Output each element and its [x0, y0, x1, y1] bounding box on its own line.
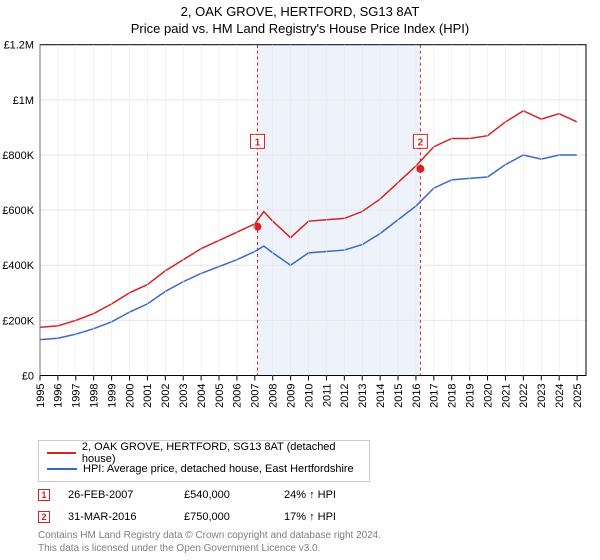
- x-axis-label: 2021: [500, 383, 512, 407]
- x-axis-label: 1998: [89, 383, 101, 407]
- x-axis-label: 1996: [53, 383, 65, 407]
- y-axis-label: £200K: [2, 315, 34, 327]
- sale-pct: 24% ↑ HPI: [284, 489, 404, 501]
- x-axis-label: 2013: [357, 383, 369, 407]
- x-axis-label: 2010: [303, 383, 315, 407]
- sale-date: 31-MAR-2016: [68, 511, 184, 523]
- x-axis-label: 2019: [464, 383, 476, 407]
- y-axis-label: £1.2M: [4, 40, 34, 52]
- x-axis-label: 2003: [178, 383, 190, 407]
- x-axis-label: 2020: [482, 383, 494, 407]
- footer-line-2: This data is licensed under the Open Gov…: [38, 543, 381, 556]
- x-axis-label: 2002: [160, 383, 172, 407]
- x-axis-label: 2000: [124, 383, 136, 407]
- x-axis-label: 2005: [214, 383, 226, 407]
- legend-row: 2, OAK GROVE, HERTFORD, SG13 8AT (detach…: [47, 445, 361, 461]
- y-axis-label: £1M: [13, 95, 34, 107]
- x-axis-label: 2011: [321, 383, 333, 407]
- y-axis-label: £0: [22, 370, 34, 382]
- x-axis-label: 2017: [429, 383, 441, 407]
- x-axis-label: 1995: [35, 383, 47, 407]
- sale-dot: [416, 165, 424, 173]
- x-axis-label: 2024: [554, 383, 566, 407]
- chart-area: £0£200K£400K£600K£800K£1M£1.2M1219951996…: [38, 44, 586, 376]
- sale-marker-number: 1: [255, 137, 261, 148]
- x-axis-label: 2022: [518, 383, 530, 407]
- chart-title-line2: Price paid vs. HM Land Registry's House …: [0, 19, 600, 36]
- line-chart-svg: £0£200K£400K£600K£800K£1M£1.2M1219951996…: [38, 44, 586, 440]
- x-axis-label: 2007: [250, 383, 262, 407]
- x-axis-label: 2025: [572, 383, 584, 407]
- attribution-footer: Contains HM Land Registry data © Crown c…: [38, 530, 381, 555]
- x-axis-label: 2012: [339, 383, 351, 407]
- sale-pct: 17% ↑ HPI: [284, 511, 404, 523]
- legend-label: 2, OAK GROVE, HERTFORD, SG13 8AT (detach…: [82, 441, 361, 465]
- x-axis-label: 2004: [196, 383, 208, 407]
- sale-price: £540,000: [184, 489, 284, 501]
- y-axis-label: £800K: [2, 150, 34, 162]
- y-axis-label: £400K: [2, 260, 34, 272]
- x-axis-label: 1997: [71, 383, 83, 407]
- legend-row: HPI: Average price, detached house, East…: [47, 461, 361, 477]
- sale-row-marker: 1: [38, 489, 50, 501]
- x-axis-label: 2009: [285, 383, 297, 407]
- x-axis-label: 2016: [411, 383, 423, 407]
- sale-date: 26-FEB-2007: [68, 489, 184, 501]
- x-axis-label: 2018: [447, 383, 459, 407]
- x-axis-label: 2023: [536, 383, 548, 407]
- x-axis-label: 2014: [375, 383, 387, 407]
- legend-label: HPI: Average price, detached house, East…: [83, 463, 354, 475]
- sale-price: £750,000: [184, 511, 284, 523]
- x-axis-label: 1999: [106, 383, 118, 407]
- chart-title-line1: 2, OAK GROVE, HERTFORD, SG13 8AT: [0, 0, 600, 19]
- sales-table: 1 26-FEB-2007£540,00024% ↑ HPI 2 31-MAR-201…: [38, 484, 586, 528]
- sale-row-marker: 2: [38, 511, 50, 523]
- chart-container: 2, OAK GROVE, HERTFORD, SG13 8AT Price p…: [0, 0, 600, 560]
- x-axis-label: 2001: [142, 383, 154, 407]
- sale-row: 2 31-MAR-2016£750,00017% ↑ HPI: [38, 506, 586, 528]
- legend: 2, OAK GROVE, HERTFORD, SG13 8AT (detach…: [38, 440, 370, 482]
- x-axis-label: 2008: [268, 383, 280, 407]
- legend-swatch: [47, 468, 77, 470]
- sale-marker-number: 2: [418, 137, 424, 148]
- x-axis-label: 2015: [393, 383, 405, 407]
- footer-line-1: Contains HM Land Registry data © Crown c…: [38, 530, 381, 543]
- sale-row: 1 26-FEB-2007£540,00024% ↑ HPI: [38, 484, 586, 506]
- x-axis-label: 2006: [232, 383, 244, 407]
- y-axis-label: £600K: [2, 205, 34, 217]
- legend-swatch: [47, 452, 76, 454]
